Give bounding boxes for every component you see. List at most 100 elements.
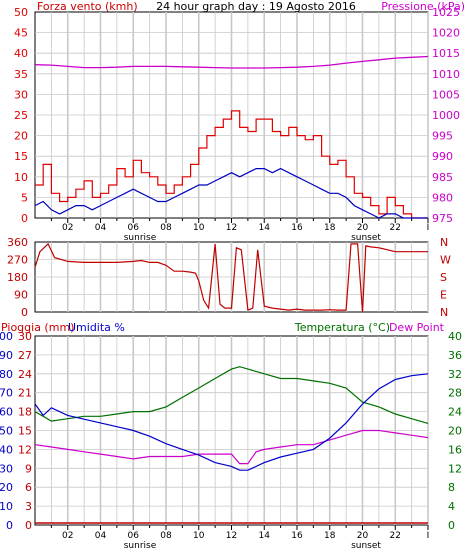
y-tick-label: 60 [0, 406, 13, 419]
y-tick-label: 40 [0, 443, 13, 456]
temperature-grid [35, 336, 429, 525]
temperature-series-line [34, 366, 429, 424]
x-tick-label: 04 [95, 531, 107, 541]
x-tick-label: 04 [95, 223, 107, 233]
y-tick-label: 40 [14, 47, 28, 60]
y-tick-label: 0 [21, 212, 28, 225]
wind-series [34, 55, 429, 219]
direction-series [34, 242, 428, 313]
x-tick-label: 10 [193, 531, 205, 541]
pressure-y-labels: 975 980 985 990 995 1000 1005 1010 1015 1020 1025 [432, 6, 460, 225]
x-tick-label: 14 [259, 223, 271, 233]
y-tick-label: 10 [0, 500, 13, 513]
humidity-axis-label: Umidita % [68, 321, 125, 334]
y-tick-label: 30 [0, 462, 13, 475]
temperature-ticks [50, 525, 429, 530]
y-tick-label: 100 [0, 330, 13, 343]
x-tick-label: 06 [128, 531, 140, 541]
y-tick-label: 975 [432, 212, 453, 225]
x-tick-label: 16 [291, 531, 303, 541]
y-tick-label: 1010 [432, 68, 460, 81]
y-tick-label: 12 [448, 462, 462, 475]
y-tick-label: 45 [14, 27, 28, 40]
y-tick-label: 20 [0, 481, 13, 494]
y-tick-label: 16 [448, 443, 462, 456]
y-tick-label: 0 [25, 519, 32, 532]
rain-y-labels: 0 3 6 9 12 15 18 21 24 27 30 [18, 330, 32, 532]
y-tick-label: 15 [18, 425, 32, 438]
y-tick-label: 0 [6, 519, 13, 532]
y-tick-label: W [440, 254, 451, 267]
wind-pressure-panel: Forza vento (kmh) 24 hour graph day : 19… [14, 0, 465, 243]
humidity-y-labels: 0 10 20 30 40 50 60 70 80 90 100 [0, 330, 13, 532]
pressure-series-line [34, 55, 429, 69]
x-tick-label: 08 [160, 531, 172, 541]
y-tick-label: 9 [25, 462, 32, 475]
y-tick-label: 90 [14, 289, 28, 302]
x-tick-label: 06 [128, 223, 140, 233]
temperature-y-labels: 0 4 8 12 16 20 24 28 32 36 40 [448, 330, 462, 532]
x-tick-label: 12 [226, 223, 237, 233]
y-tick-label: E [440, 289, 447, 302]
y-tick-label: 6 [25, 481, 32, 494]
humidity-series-line [34, 373, 429, 471]
y-tick-label: 1015 [432, 47, 460, 60]
temperature-x-labels: 02 04 06 08 10 12 14 16 18 20 22 I [62, 531, 429, 541]
dewpoint-series-line [34, 429, 429, 465]
y-tick-label: 30 [18, 330, 32, 343]
y-tick-label: 18 [18, 406, 32, 419]
y-tick-label: N [440, 306, 448, 319]
y-tick-label: 90 [0, 349, 13, 362]
x-tick-label: 18 [324, 531, 336, 541]
y-tick-label: 3 [25, 500, 32, 513]
direction-y-labels: 360 270 180 90 0 [7, 236, 28, 319]
y-tick-label: 30 [14, 88, 28, 101]
gust-series-line [35, 110, 428, 219]
y-tick-label: 995 [432, 130, 453, 143]
x-tick-label: 20 [357, 223, 369, 233]
temperature-series [34, 366, 429, 524]
sunrise-label: sunrise [124, 233, 157, 243]
avg-wind-series-line [34, 167, 428, 219]
y-tick-label: N [440, 236, 448, 249]
y-tick-label: 24 [448, 406, 462, 419]
x-tick-label: 16 [291, 223, 303, 233]
x-tick-label: I [427, 531, 430, 541]
y-tick-label: 50 [14, 6, 28, 19]
direction-series-line [34, 242, 428, 313]
y-tick-label: 40 [448, 330, 462, 343]
y-tick-label: 1020 [432, 27, 460, 40]
y-tick-label: 8 [448, 481, 455, 494]
x-tick-label: I [427, 223, 430, 233]
y-tick-label: 990 [432, 150, 453, 163]
y-tick-label: 32 [448, 368, 462, 381]
y-tick-label: 4 [448, 500, 455, 513]
y-tick-label: 0 [21, 306, 28, 319]
y-tick-label: 80 [0, 368, 13, 381]
y-tick-label: 50 [0, 425, 13, 438]
y-tick-label: 360 [7, 236, 28, 249]
dewpoint-axis-label: Dew Point [389, 321, 445, 334]
y-tick-label: 27 [18, 349, 32, 362]
wind-axis-label: Forza vento (kmh) [37, 0, 138, 13]
y-tick-label: S [440, 271, 447, 284]
y-tick-label: 25 [14, 109, 28, 122]
y-tick-label: 28 [448, 387, 462, 400]
rain-axis-label: Pioggia (mm) [1, 321, 74, 334]
y-tick-label: 70 [0, 387, 13, 400]
x-tick-label: 18 [324, 223, 336, 233]
x-tick-label: 02 [62, 531, 73, 541]
y-tick-label: 24 [18, 368, 32, 381]
y-tick-label: 10 [14, 171, 28, 184]
x-tick-label: 08 [160, 223, 172, 233]
x-tick-label: 20 [357, 531, 369, 541]
y-tick-label: 980 [432, 191, 453, 204]
wind-ticks [50, 218, 429, 223]
chart-title: 24 hour graph day : 19 Agosto 2016 [156, 0, 356, 13]
y-tick-label: 35 [14, 68, 28, 81]
sunrise-label-bottom: sunrise [124, 541, 157, 551]
pressure-axis-label: Pressione (kPa) [381, 0, 465, 13]
temperature-panel: Pioggia (mm) Umidita % Temperatura (°C) … [0, 321, 462, 551]
